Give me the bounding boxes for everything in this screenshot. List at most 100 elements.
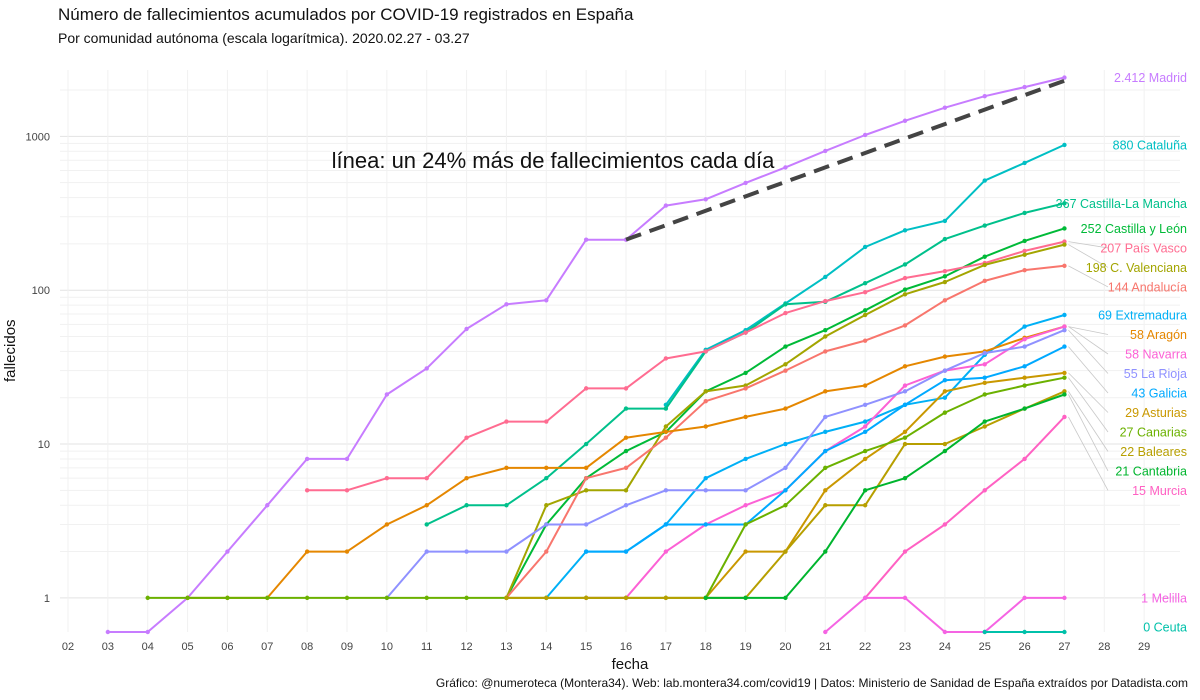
chart-caption: Gráfico: @numeroteca (Montera34). Web: l… [435, 676, 1188, 690]
data-point [304, 488, 310, 493]
data-point [663, 406, 669, 411]
data-point [1062, 201, 1067, 206]
data-point [583, 465, 589, 471]
data-point [823, 327, 828, 333]
data-point [823, 629, 828, 635]
data-point [1022, 456, 1027, 462]
data-point [982, 419, 987, 424]
data-point [982, 362, 987, 367]
grid-lines [60, 70, 1180, 632]
data-point [703, 488, 708, 493]
data-point [902, 389, 908, 394]
data-point [783, 368, 788, 373]
data-point [583, 386, 589, 391]
series-end-label: 2.412 Madrid [1114, 71, 1187, 85]
series-arag-n [185, 324, 1067, 601]
data-point [982, 375, 987, 380]
data-point [743, 456, 748, 462]
data-point [1022, 160, 1027, 166]
series-end-label: 21 Cantabria [1115, 464, 1187, 478]
data-point [823, 488, 828, 493]
data-point [902, 228, 908, 233]
data-point [344, 595, 350, 601]
data-point [982, 178, 987, 183]
data-point [464, 435, 469, 440]
data-point [424, 503, 429, 508]
data-point [942, 354, 948, 359]
chart-title: Número de fallecimientos acumulados por … [58, 5, 634, 24]
series-end-label: 58 Aragón [1130, 328, 1187, 342]
data-point [982, 93, 987, 99]
data-point [544, 475, 549, 481]
data-point [583, 441, 589, 447]
data-point [862, 281, 868, 286]
data-point [1062, 414, 1067, 420]
x-tick-label: 08 [301, 641, 313, 653]
x-tick-label: 29 [1138, 641, 1150, 653]
data-point [344, 488, 350, 493]
series-madrid [105, 75, 1067, 635]
series-end-label: 367 Castilla-La Mancha [1056, 197, 1187, 211]
data-point [743, 549, 748, 554]
data-point [1062, 370, 1067, 376]
data-point [304, 549, 310, 554]
data-point [663, 424, 669, 429]
data-point [862, 383, 868, 388]
data-point [982, 488, 987, 493]
data-point [544, 549, 549, 554]
data-point [942, 274, 948, 279]
series-end-label: 58 Navarra [1125, 347, 1187, 361]
data-point [1062, 629, 1067, 635]
data-point [663, 203, 669, 208]
data-point [384, 522, 390, 527]
series-line [864, 416, 1066, 599]
data-point [663, 435, 669, 440]
data-point [823, 448, 828, 454]
data-point [265, 595, 270, 601]
series-lines [105, 75, 1067, 635]
data-point [743, 488, 748, 493]
data-point [544, 419, 549, 424]
data-point [942, 395, 948, 400]
data-point [623, 435, 629, 440]
series-end-label: 880 Cataluña [1113, 138, 1187, 152]
data-point [862, 419, 868, 424]
data-point [982, 254, 987, 259]
x-tick-label: 04 [142, 641, 154, 653]
data-point [783, 344, 788, 349]
label-leader [1068, 241, 1109, 249]
x-tick-label: 03 [102, 641, 114, 653]
data-point [982, 424, 987, 429]
x-tick-label: 21 [819, 641, 831, 653]
data-point [902, 475, 908, 481]
data-point [1022, 248, 1027, 254]
chart-subtitle: Por comunidad autónoma (escala logarítmi… [58, 30, 470, 46]
data-point [823, 274, 828, 280]
series-end-label: 22 Baleares [1120, 445, 1187, 459]
x-tick-label: 26 [1018, 641, 1030, 653]
trend-line-group [625, 78, 1066, 242]
data-point [185, 595, 190, 601]
data-point [862, 503, 868, 508]
data-point [225, 595, 230, 601]
data-point [703, 349, 708, 354]
data-point [902, 292, 908, 297]
x-tick-label: 18 [700, 641, 712, 653]
data-point [942, 368, 948, 373]
data-point [703, 389, 708, 394]
data-point [942, 268, 948, 274]
data-point [583, 522, 589, 527]
data-point [982, 262, 987, 268]
axis-ticks: 1 10 100 1000 02 03 04 05 06 07 08 09 10 11 12 13 14 15 16… [26, 131, 1151, 653]
data-point [942, 279, 948, 285]
data-point [823, 549, 828, 554]
series-end-label: 29 Asturias [1125, 406, 1187, 420]
label-leader [1068, 372, 1109, 413]
y-tick-label: 100 [32, 285, 50, 297]
series-end-label: 55 La Rioja [1124, 367, 1187, 381]
data-point [902, 364, 908, 369]
data-point [504, 549, 509, 554]
data-point [424, 595, 429, 601]
data-point [942, 236, 948, 242]
data-point [902, 441, 908, 447]
